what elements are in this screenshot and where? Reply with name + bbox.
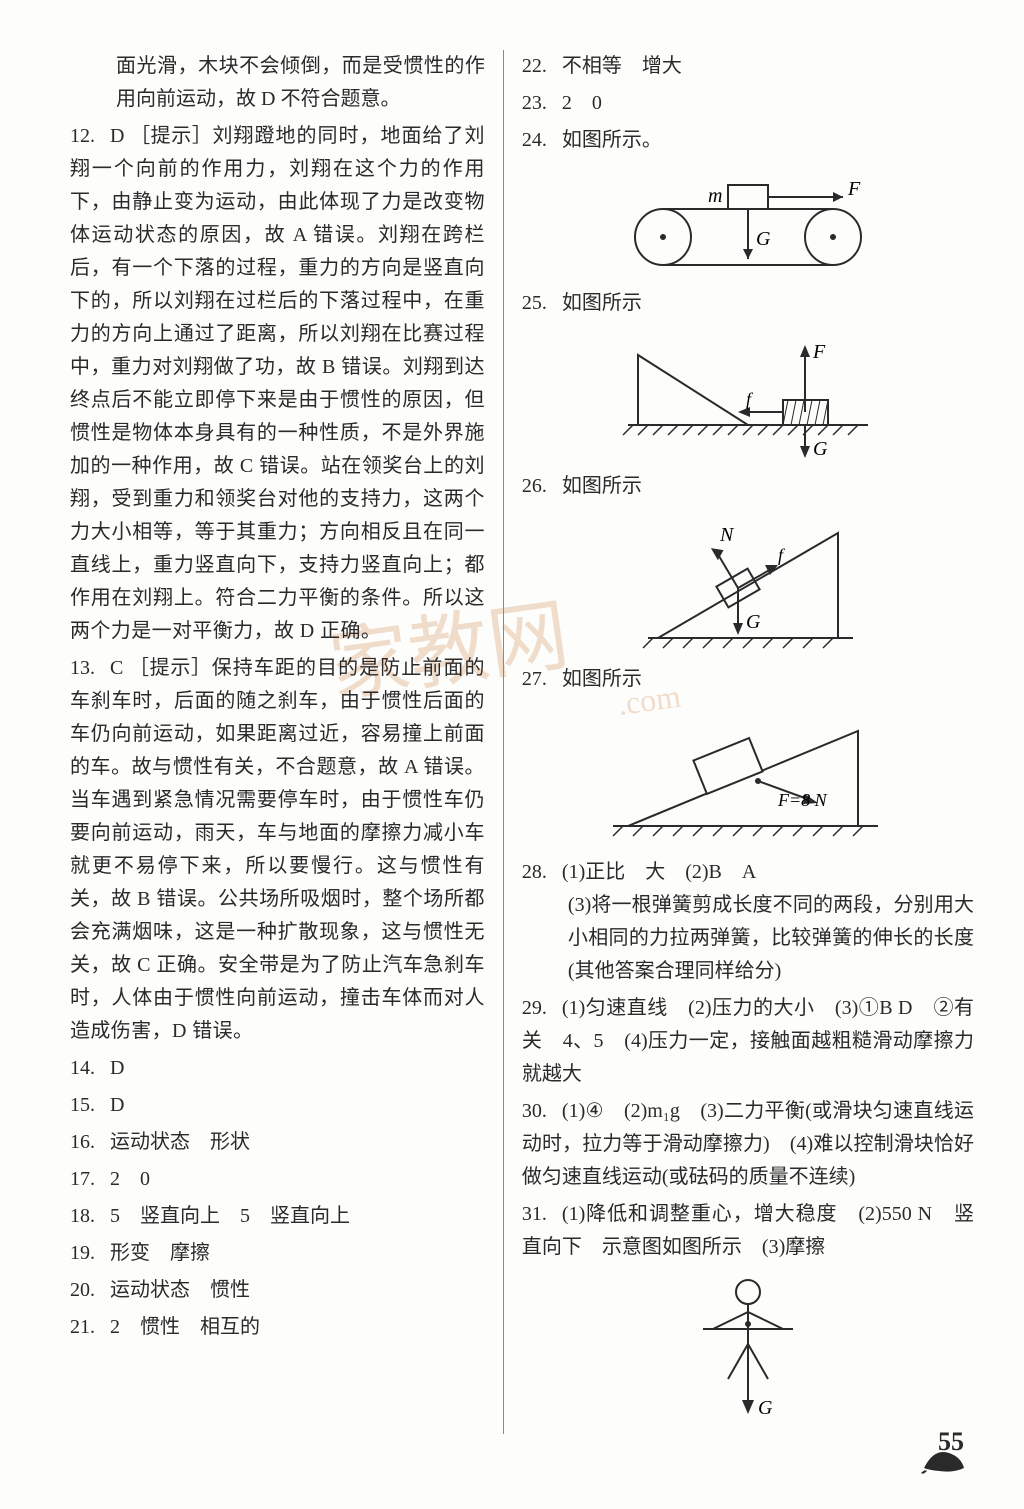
label-G: G [813,438,828,460]
two-column-layout: 面光滑，木块不会倾倒，而是受惯性的作用向前运动，故 D 不符合题意。 12.D … [70,50,974,1434]
q13-ans: C [110,657,123,679]
q20-text: 运动状态 惯性 [110,1279,250,1301]
hint-label: ［提示］ [129,657,212,679]
q19: 19.形变 摩擦 [70,1237,485,1270]
label-f: f [746,389,754,409]
q23: 23.2 0 [522,87,974,120]
q30: 30.(1)④ (2)m₁g (3)二力平衡(或滑块匀速直线运动时，拉力等于滑动… [522,1095,974,1194]
text: 面光滑，木块不会倾倒，而是受惯性的作用向前运动，故 D 不符合题意。 [116,55,485,110]
q29-text: (1)匀速直线 (2)压力的大小 (3)①B D ②有关 4、5 (4)压力一定… [522,997,974,1085]
q31-text: (1)降低和调整重心，增大稳度 (2)550 N 竖直向下 示意图如图所示 (3… [522,1203,974,1258]
q22: 22.不相等 增大 [522,50,974,83]
q18-num: 18. [70,1200,110,1233]
label-N: N [719,524,735,546]
q25-num: 25. [522,287,562,320]
q13: 13.C ［提示］保持车距的目的是防止前面的车刹车时，后面的随之刹车，由于惯性后… [70,652,485,1048]
q29: 29.(1)匀速直线 (2)压力的大小 (3)①B D ②有关 4、5 (4)压… [522,992,974,1091]
q24-text: 如图所示。 [562,129,662,151]
q19-text: 形变 摩擦 [110,1242,210,1264]
q12-text: 刘翔蹬地的同时，地面给了刘翔一个向前的作用力，刘翔在这个力的作用下，由静止变为运… [70,125,485,642]
q16: 16.运动状态 形状 [70,1126,485,1159]
q27-num: 27. [522,663,562,696]
q26-text: 如图所示 [562,475,642,497]
q11-continuation: 面光滑，木块不会倾倒，而是受惯性的作用向前运动，故 D 不符合题意。 [70,50,485,116]
q15-num: 15. [70,1089,110,1122]
q25-text: 如图所示 [562,292,642,314]
label-G: G [746,611,761,633]
q16-text: 运动状态 形状 [110,1131,250,1153]
q27-text: 如图所示 [562,668,642,690]
q24-num: 24. [522,124,562,157]
q29-num: 29. [522,992,562,1025]
q26: 26.如图所示 [522,470,974,503]
q28: 28.(1)正比 大 (2)B A (3)将一根弹簧剪成长度不同的两段，分别用大… [522,856,974,988]
q15: 15.D [70,1089,485,1122]
q14: 14.D [70,1052,485,1085]
q13-num: 13. [70,652,110,685]
q17: 17.2 0 [70,1163,485,1196]
q17-text: 2 0 [110,1168,150,1190]
q20-num: 20. [70,1274,110,1307]
q19-num: 19. [70,1237,110,1270]
label-G: G [758,1397,773,1419]
figure-24: m F G [522,167,974,277]
label-F: F [847,178,861,200]
dolphin-icon [919,1443,969,1489]
q26-num: 26. [522,470,562,503]
label-f: f [778,545,786,565]
q17-num: 17. [70,1163,110,1196]
figure-27: F=8 N [522,706,974,846]
q18-text: 5 竖直向上 5 竖直向上 [110,1205,350,1227]
figure-26: N f G [522,513,974,653]
q28-num: 28. [522,856,562,889]
q31-num: 31. [522,1198,562,1231]
hint-label: ［提示］ [130,125,212,147]
q13-text: 保持车距的目的是防止前面的车刹车时，后面的随之刹车，由于惯性后面的车仍向前运动，… [70,657,485,1042]
right-column: 22.不相等 增大 23.2 0 24.如图所示。 m F [504,50,974,1434]
q30-text: (1)④ (2)m₁g (3)二力平衡(或滑块匀速直线运动时，拉力等于滑动摩擦力… [522,1100,974,1188]
q12-num: 12. [70,120,110,153]
q30-num: 30. [522,1095,562,1128]
q22-text: 不相等 增大 [562,55,682,77]
q24: 24.如图所示。 [522,124,974,157]
left-column: 面光滑，木块不会倾倒，而是受惯性的作用向前运动，故 D 不符合题意。 12.D … [70,50,504,1434]
q23-num: 23. [522,87,562,120]
q25: 25.如图所示 [522,287,974,320]
q21-num: 21. [70,1311,110,1344]
label-G: G [756,228,771,250]
label-F: F [812,341,826,363]
q12-ans: D [110,125,124,147]
q21-text: 2 惯性 相互的 [110,1316,260,1338]
q18: 18.5 竖直向上 5 竖直向上 [70,1200,485,1233]
q14-num: 14. [70,1052,110,1085]
q16-num: 16. [70,1126,110,1159]
q20: 20.运动状态 惯性 [70,1274,485,1307]
label-F: F=8 N [777,790,828,810]
q12: 12.D ［提示］刘翔蹬地的同时，地面给了刘翔一个向前的作用力，刘翔在这个力的作… [70,120,485,648]
q21: 21.2 惯性 相互的 [70,1311,485,1344]
figure-25: F f G [522,330,974,460]
q27: 27.如图所示 [522,663,974,696]
q23-text: 2 0 [562,92,602,114]
q14-text: D [110,1057,124,1079]
q15-text: D [110,1094,124,1116]
figure-31: G [522,1274,974,1424]
q28-part2: (3)将一根弹簧剪成长度不同的两段，分别用大小相同的力拉两弹簧，比较弹簧的伸长的… [522,889,974,988]
q22-num: 22. [522,50,562,83]
q28-part1: (1)正比 大 (2)B A [562,861,756,883]
q31: 31.(1)降低和调整重心，增大稳度 (2)550 N 竖直向下 示意图如图所示… [522,1198,974,1264]
label-m: m [708,185,722,207]
